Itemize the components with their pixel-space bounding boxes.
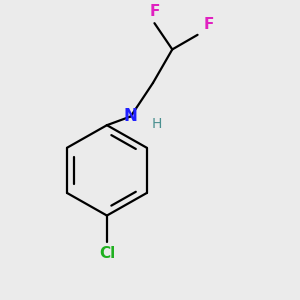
Text: F: F <box>203 17 214 32</box>
Text: Cl: Cl <box>99 246 115 261</box>
Text: F: F <box>149 4 160 19</box>
Text: N: N <box>124 107 138 125</box>
Text: H: H <box>152 117 162 131</box>
